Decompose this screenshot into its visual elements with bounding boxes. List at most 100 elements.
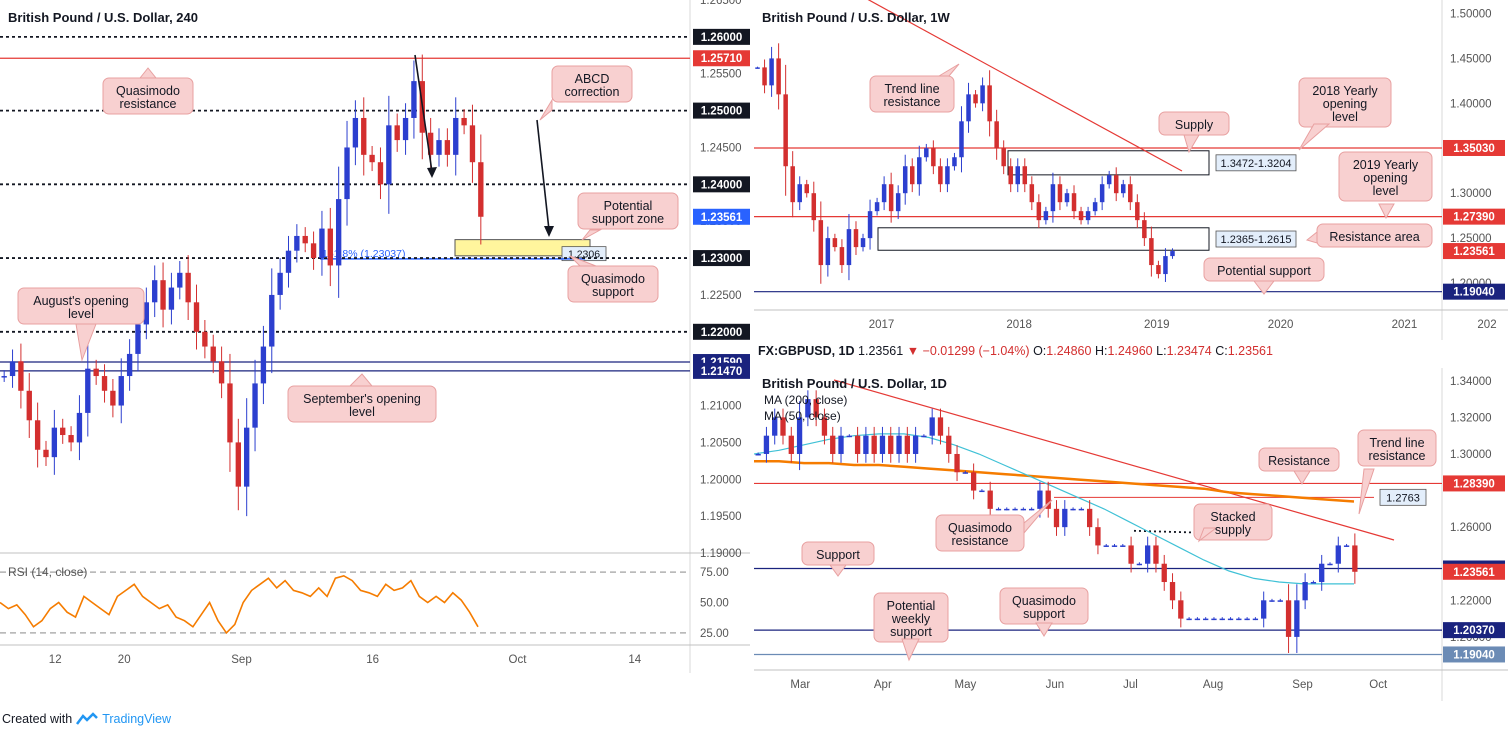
daily-candle-body xyxy=(970,472,977,491)
h4-arrowhead-icon xyxy=(544,226,554,237)
weekly-candle-body xyxy=(867,211,873,239)
h4-y-tick-label: 1.22500 xyxy=(700,290,742,302)
daily-candle-body xyxy=(888,435,894,454)
h4-candle-body xyxy=(118,376,124,406)
weekly-candle-body xyxy=(1156,265,1161,275)
weekly-y-tick-label: 1.25000 xyxy=(1450,233,1492,245)
weekly-callout-2019-open-box xyxy=(1338,151,1433,202)
h4-callout-abcd-text: ABCD xyxy=(575,72,610,86)
h4-candle-body xyxy=(260,346,267,384)
daily-candle-body xyxy=(1203,618,1209,621)
weekly-candle-body xyxy=(755,67,760,69)
weekly-candle-body xyxy=(987,85,992,122)
h4-candle-body xyxy=(285,250,292,273)
daily-candle-body xyxy=(1194,618,1201,621)
daily-candle-body xyxy=(1120,545,1126,547)
h4-candle-body xyxy=(352,117,359,148)
weekly-candle-body xyxy=(917,157,922,185)
h4-chart-panel[interactable]: 1.265001.255001.245001.235001.225001.210… xyxy=(0,0,750,673)
daily-candle-body xyxy=(1004,508,1010,511)
daily-callout-stacked-supply-pointer xyxy=(1197,527,1218,543)
daily-candle-body xyxy=(1269,600,1275,602)
rsi-y-tick-label: 75.00 xyxy=(700,567,729,579)
h4-candle-body xyxy=(335,199,342,266)
weekly-candle-body xyxy=(888,184,894,212)
weekly-candle-body xyxy=(825,238,831,266)
h4-arrowhead-icon xyxy=(427,167,437,178)
weekly-callout-trendline-pointer xyxy=(937,63,960,77)
ma50-label: MA (50, close) xyxy=(764,409,841,423)
h4-price-tag-text: 1.25710 xyxy=(701,53,743,65)
h4-callout-qm-support-box xyxy=(567,265,659,303)
weekly-candle-body xyxy=(853,229,859,248)
daily-chart-title: British Pound / U.S. Dollar, 1D xyxy=(762,376,947,391)
h4-callout-support-zone-box xyxy=(577,192,679,230)
h4-candle-body xyxy=(252,383,258,428)
h4-chart-title: British Pound / U.S. Dollar, 240 xyxy=(8,10,198,25)
h4-candle-body xyxy=(377,162,384,185)
weekly-chart-panel[interactable]: 1.500001.450001.400001.300001.250001.200… xyxy=(754,0,1508,340)
h4-abcd-target-arrow xyxy=(536,119,550,231)
daily-chart-panel[interactable]: 1.340001.320001.300001.260001.220001.200… xyxy=(754,368,1508,701)
weekly-candle-body xyxy=(783,94,788,167)
daily-candle-body xyxy=(1086,508,1093,528)
weekly-x-tick-label: 2021 xyxy=(1392,319,1418,331)
weekly-callout-supply-text: Supply xyxy=(1175,118,1214,132)
h4-price-tag-text: 1.21470 xyxy=(701,366,743,378)
h4-candle-body xyxy=(177,272,183,288)
weekly-zone-label: 1.2365-1.2615 xyxy=(1221,234,1292,246)
rsi-line xyxy=(0,574,479,635)
daily-candle-body xyxy=(1095,527,1101,546)
h4-candle-body xyxy=(436,140,442,155)
h4-price-tag-text: 1.24000 xyxy=(701,179,743,191)
weekly-trend-line xyxy=(867,0,1183,172)
h4-chart-svg[interactable]: 1.265001.255001.245001.235001.225001.210… xyxy=(0,0,750,673)
daily-candle-body xyxy=(763,435,770,454)
weekly-callout-resistance-area-pointer xyxy=(1305,230,1318,244)
daily-callout-support-pointer xyxy=(829,564,847,577)
symbol-label: FX:GBPUSD, 1D xyxy=(758,344,855,358)
daily-candle-body xyxy=(1302,582,1308,601)
h4-candle-body xyxy=(444,140,451,155)
daily-candle-body xyxy=(1343,545,1350,547)
daily-chart-svg[interactable]: 1.340001.320001.300001.260001.220001.200… xyxy=(754,368,1508,701)
weekly-callout-2019-open-text: level xyxy=(1373,184,1399,198)
daily-candle-body xyxy=(987,490,993,509)
weekly-candle-body xyxy=(1022,166,1028,185)
daily-candle-body xyxy=(1285,600,1292,637)
weekly-callout-2018-open-text: level xyxy=(1332,110,1358,124)
weekly-callout-potential-support-pointer xyxy=(1252,280,1276,295)
tradingview-brand[interactable]: TradingView xyxy=(102,712,171,726)
h4-y-tick-label: 1.19500 xyxy=(700,511,742,523)
weekly-candle-body xyxy=(860,238,866,248)
weekly-candle-body xyxy=(980,85,985,104)
h4-x-tick-label: 14 xyxy=(628,654,641,666)
daily-y-tick-label: 1.22000 xyxy=(1450,595,1492,607)
h4-price-tag xyxy=(693,208,750,225)
h4-candle-body xyxy=(244,427,250,487)
daily-candle-body xyxy=(1335,545,1341,564)
high-value: 1.24960 xyxy=(1107,344,1153,358)
weekly-price-tag xyxy=(1443,243,1505,260)
weekly-price-tag-text: 1.23561 xyxy=(1453,246,1495,258)
daily-candle-body xyxy=(788,435,794,454)
weekly-candle-body xyxy=(762,67,767,86)
weekly-candle-body xyxy=(790,166,795,203)
weekly-chart-svg[interactable]: 1.500001.450001.400001.300001.250001.200… xyxy=(754,0,1508,340)
daily-candle-body xyxy=(1103,545,1109,547)
weekly-candle-body xyxy=(1135,202,1140,221)
daily-callout-qm-resistance-pointer xyxy=(1023,499,1053,535)
daily-candle-body xyxy=(1261,600,1267,619)
tradingview-logo-icon xyxy=(76,712,99,725)
h4-price-tag-text: 1.22000 xyxy=(701,327,743,339)
weekly-candle-body xyxy=(902,166,908,194)
daily-candle-body xyxy=(1078,508,1085,511)
h4-candle-body xyxy=(277,272,283,295)
h4-candle-body xyxy=(160,280,166,310)
h4-candle-body xyxy=(168,287,175,310)
h4-callout-qm-support-pointer xyxy=(569,255,597,267)
daily-price-tag xyxy=(1443,646,1505,663)
weekly-y-tick-label: 1.40000 xyxy=(1450,98,1492,110)
weekly-candle-body xyxy=(811,193,817,221)
daily-candle-body xyxy=(780,417,786,436)
